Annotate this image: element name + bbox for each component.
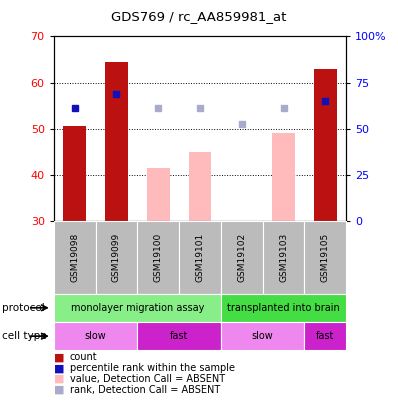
Bar bbox=[54, 221, 96, 294]
Text: ■: ■ bbox=[54, 374, 64, 384]
Bar bbox=[54, 294, 221, 322]
Bar bbox=[179, 221, 221, 294]
Bar bbox=[137, 221, 179, 294]
Bar bbox=[96, 221, 137, 294]
Text: ■: ■ bbox=[54, 352, 64, 362]
Bar bbox=[221, 221, 263, 294]
Bar bbox=[147, 168, 170, 221]
Text: GSM19099: GSM19099 bbox=[112, 232, 121, 282]
Text: rank, Detection Call = ABSENT: rank, Detection Call = ABSENT bbox=[70, 385, 220, 395]
Bar bbox=[63, 126, 86, 221]
Text: slow: slow bbox=[85, 331, 106, 341]
Bar bbox=[263, 221, 304, 294]
Bar bbox=[304, 221, 346, 294]
Text: GSM19098: GSM19098 bbox=[70, 232, 79, 282]
Text: percentile rank within the sample: percentile rank within the sample bbox=[70, 363, 235, 373]
Text: GSM19100: GSM19100 bbox=[154, 232, 163, 282]
Text: slow: slow bbox=[252, 331, 273, 341]
Text: monolayer migration assay: monolayer migration assay bbox=[70, 303, 204, 313]
Text: cell type: cell type bbox=[2, 331, 47, 341]
Text: GSM19105: GSM19105 bbox=[321, 232, 330, 282]
Text: GSM19102: GSM19102 bbox=[237, 232, 246, 282]
Text: fast: fast bbox=[170, 331, 188, 341]
Text: fast: fast bbox=[316, 331, 335, 341]
Text: count: count bbox=[70, 352, 97, 362]
Bar bbox=[189, 151, 211, 221]
Bar bbox=[137, 322, 221, 350]
Bar bbox=[304, 322, 346, 350]
Bar bbox=[221, 322, 304, 350]
Text: GSM19103: GSM19103 bbox=[279, 232, 288, 282]
Bar bbox=[272, 133, 295, 221]
Bar bbox=[221, 294, 346, 322]
Bar bbox=[105, 62, 128, 221]
Text: protocol: protocol bbox=[2, 303, 45, 313]
Text: GSM19101: GSM19101 bbox=[195, 232, 205, 282]
Bar bbox=[54, 322, 137, 350]
Bar bbox=[314, 69, 337, 221]
Text: GDS769 / rc_AA859981_at: GDS769 / rc_AA859981_at bbox=[111, 10, 287, 23]
Text: transplanted into brain: transplanted into brain bbox=[227, 303, 340, 313]
Text: ■: ■ bbox=[54, 385, 64, 395]
Text: value, Detection Call = ABSENT: value, Detection Call = ABSENT bbox=[70, 374, 225, 384]
Text: ■: ■ bbox=[54, 363, 64, 373]
